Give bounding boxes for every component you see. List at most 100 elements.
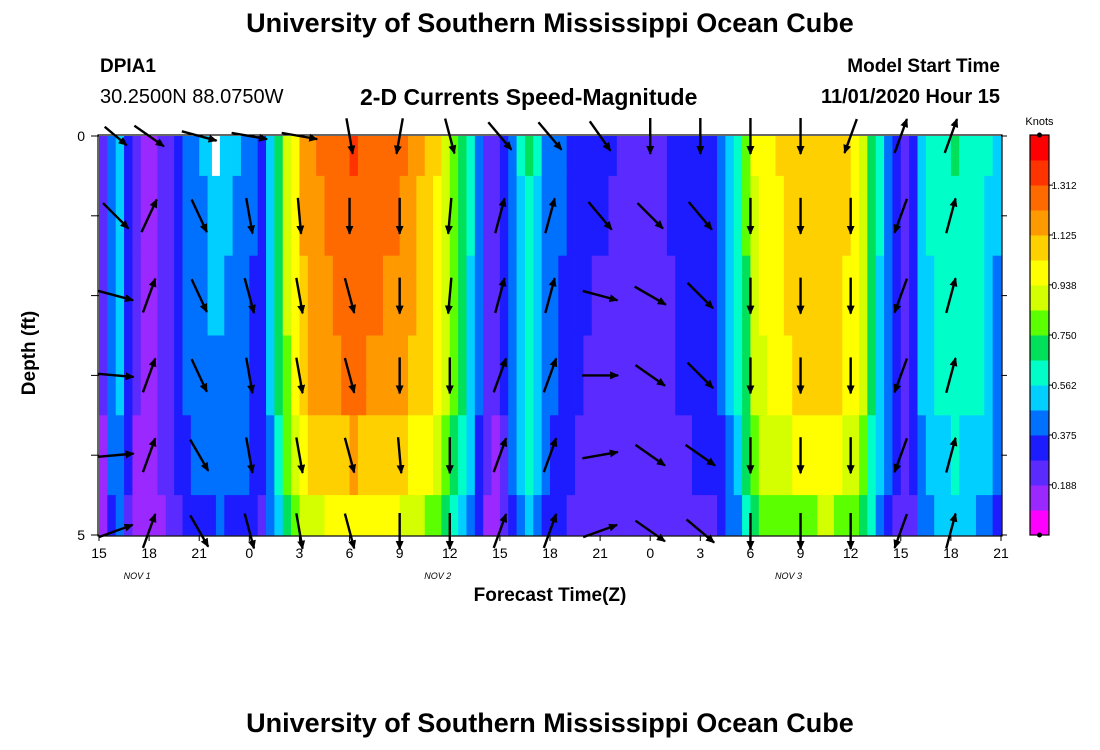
heatmap-cell <box>149 335 158 416</box>
heatmap-cell <box>850 255 860 336</box>
heatmap-cell <box>558 335 568 416</box>
heatmap-cell <box>650 415 659 496</box>
heatmap-cell <box>959 255 968 336</box>
heatmap-cell <box>441 175 451 257</box>
heatmap-cell <box>733 175 743 257</box>
x-tick-label: 12 <box>442 545 458 561</box>
current-arrow <box>343 437 357 474</box>
heatmap-cell <box>374 136 384 177</box>
heatmap-cell <box>550 415 559 496</box>
heatmap-cell <box>775 175 785 257</box>
heatmap-cell <box>808 415 818 496</box>
heatmap-cell <box>742 495 751 536</box>
heatmap-cell <box>566 415 576 496</box>
heatmap-cell <box>132 415 142 496</box>
heatmap-cell <box>207 255 217 336</box>
heatmap-cell <box>959 136 968 177</box>
heatmap-cell <box>165 415 175 496</box>
x-tick-label: 3 <box>696 545 704 561</box>
y-tick-label: 5 <box>77 527 85 543</box>
heatmap-cell <box>232 175 242 257</box>
heatmap-cell <box>884 136 893 177</box>
heatmap-cell <box>516 175 526 257</box>
heatmap-cell <box>140 255 150 336</box>
heatmap-cell <box>959 415 968 496</box>
current-vectors <box>97 118 959 550</box>
heatmap-cell <box>666 136 676 177</box>
current-arrow <box>893 437 909 474</box>
heatmap-cell <box>725 136 735 177</box>
y-tick-label: 0 <box>77 128 85 144</box>
heatmap-cell <box>959 335 968 416</box>
heatmap-cell <box>416 136 426 177</box>
heatmap-cell <box>307 415 317 496</box>
heatmap-cell <box>499 415 509 496</box>
heatmap-cell <box>600 495 609 536</box>
heatmap-cell <box>917 175 927 257</box>
heatmap-cell <box>616 136 626 177</box>
heatmap-cell <box>959 175 968 257</box>
x-tick-label: 9 <box>396 545 404 561</box>
current-arrow <box>343 357 357 394</box>
heatmap-cell <box>224 136 234 177</box>
heatmap-cell <box>666 175 676 257</box>
heatmap-cell <box>658 136 668 177</box>
chart-axes: 15 18 21 0 3 6 9 12 15 18 21 0 3 6 9 12 15 18 21 NOV 1 NOV 2… <box>77 128 1009 581</box>
x-tick-label: 15 <box>91 545 107 561</box>
current-arrow <box>295 513 306 550</box>
heatmap-cell <box>742 175 751 257</box>
heatmap-cell <box>984 495 994 536</box>
heatmap-cell <box>508 335 517 416</box>
heatmap-cell <box>558 175 568 257</box>
heatmap-cell <box>900 495 910 536</box>
heatmap-cell <box>382 255 392 336</box>
heatmap-cell <box>316 495 325 536</box>
heatmap-cell <box>458 415 467 496</box>
heatmap-cell <box>892 415 902 496</box>
heatmap-cell <box>550 136 559 177</box>
heatmap-cell <box>733 495 743 536</box>
heatmap-cell <box>984 415 994 496</box>
heatmap-cell <box>474 335 484 416</box>
heatmap-cell <box>666 495 676 536</box>
heatmap-cell <box>583 136 593 177</box>
heatmap-cell <box>391 175 401 257</box>
heatmap-cell <box>224 175 234 257</box>
colorbar-tick-label: 0.938 <box>1051 281 1076 292</box>
current-arrow <box>542 437 558 473</box>
heatmap-cell <box>124 255 133 336</box>
heatmap-cell <box>282 255 292 336</box>
heatmap-cell <box>499 175 509 257</box>
heatmap-cell <box>842 415 852 496</box>
heatmap-cell <box>366 255 376 336</box>
current-arrow <box>98 523 134 539</box>
heatmap-cell <box>900 415 910 496</box>
heatmap-cell <box>99 335 108 416</box>
heatmap-cell <box>274 415 284 496</box>
heatmap-cell <box>99 136 108 177</box>
heatmap-cell <box>867 335 877 416</box>
heatmap-cell <box>625 495 634 536</box>
heatmap-cell <box>842 175 852 257</box>
heatmap-cell <box>474 175 484 257</box>
current-arrow <box>181 130 218 143</box>
current-arrow <box>893 513 909 549</box>
colorbar-top-dot <box>1037 132 1042 138</box>
heatmap-cell <box>157 415 167 496</box>
heatmap-cell <box>458 175 467 257</box>
heatmap-cell <box>683 335 693 416</box>
heatmap-cell <box>875 335 885 416</box>
heatmap-cell <box>357 255 367 336</box>
heatmap-cell <box>909 136 918 177</box>
heatmap-cell <box>516 136 526 177</box>
heatmap-cell <box>975 415 985 496</box>
heatmap-cell <box>817 415 827 496</box>
heatmap-cell <box>583 495 593 536</box>
heatmap-cell <box>717 415 726 496</box>
heatmap-cell <box>207 415 217 496</box>
heatmap-cell <box>700 136 710 177</box>
heatmap-cell <box>708 175 718 257</box>
x-tick-label: 15 <box>492 545 508 561</box>
heatmap-cell <box>867 136 877 177</box>
heatmap-cell <box>808 175 818 257</box>
